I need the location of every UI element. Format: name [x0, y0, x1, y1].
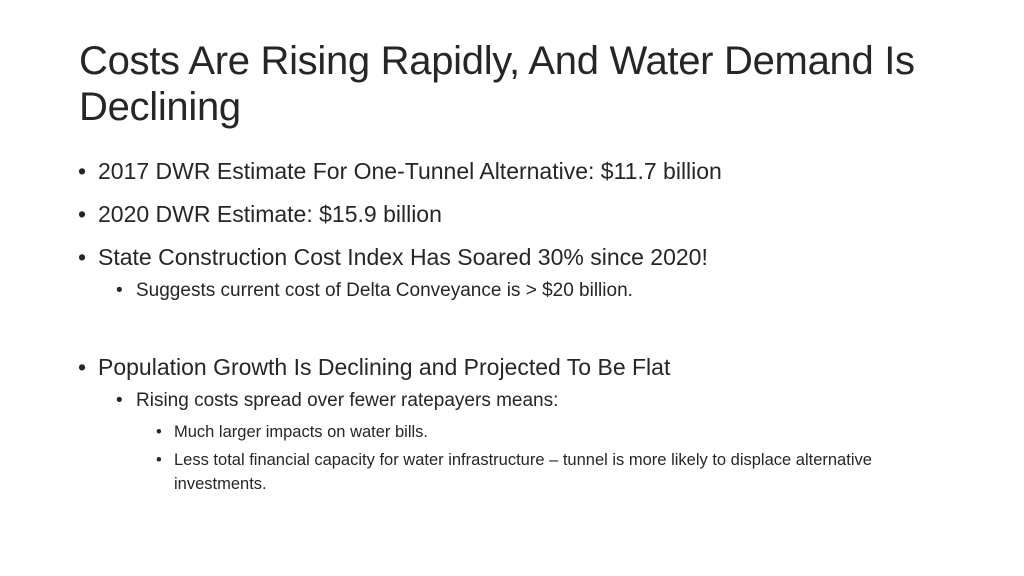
slide-title: Costs Are Rising Rapidly, And Water Dema…: [79, 39, 915, 129]
bullet-text: Population Growth Is Declining and Proje…: [98, 354, 671, 380]
bullet-text: 2020 DWR Estimate: $15.9 billion: [98, 201, 442, 227]
bullet-dot-icon: •: [156, 451, 162, 469]
bullet-text: State Construction Cost Index Has Soared…: [98, 244, 708, 270]
bullet-item: • State Construction Cost Index Has Soar…: [78, 240, 948, 274]
sub-sub-bullet-item: • Much larger impacts on water bills.: [156, 420, 948, 444]
spacer: [78, 310, 948, 350]
bullet-item: • 2020 DWR Estimate: $15.9 billion: [78, 197, 948, 231]
bullet-dot-icon: •: [78, 158, 87, 184]
bullet-dot-icon: •: [116, 390, 123, 411]
bullet-text: Much larger impacts on water bills.: [174, 423, 429, 441]
bullet-dot-icon: •: [156, 423, 162, 441]
bullet-text: Rising costs spread over fewer ratepayer…: [136, 390, 559, 411]
bullet-dot-icon: •: [116, 280, 123, 301]
slide-body: • 2017 DWR Estimate For One-Tunnel Alter…: [78, 154, 948, 500]
bullet-text: Less total financial capacity for water …: [174, 451, 872, 493]
sub-bullet-item: • Suggests current cost of Delta Conveya…: [116, 278, 948, 304]
bullet-text: Suggests current cost of Delta Conveyanc…: [136, 280, 633, 301]
bullet-item: • 2017 DWR Estimate For One-Tunnel Alter…: [78, 154, 948, 188]
bullet-text: 2017 DWR Estimate For One-Tunnel Alterna…: [98, 158, 722, 184]
sub-bullet-item: • Rising costs spread over fewer ratepay…: [116, 388, 948, 414]
bullet-dot-icon: •: [78, 201, 87, 227]
bullet-item: • Population Growth Is Declining and Pro…: [78, 350, 948, 384]
bullet-dot-icon: •: [78, 354, 87, 380]
bullet-dot-icon: •: [78, 244, 87, 270]
sub-sub-bullet-item: • Less total financial capacity for wate…: [156, 448, 948, 496]
